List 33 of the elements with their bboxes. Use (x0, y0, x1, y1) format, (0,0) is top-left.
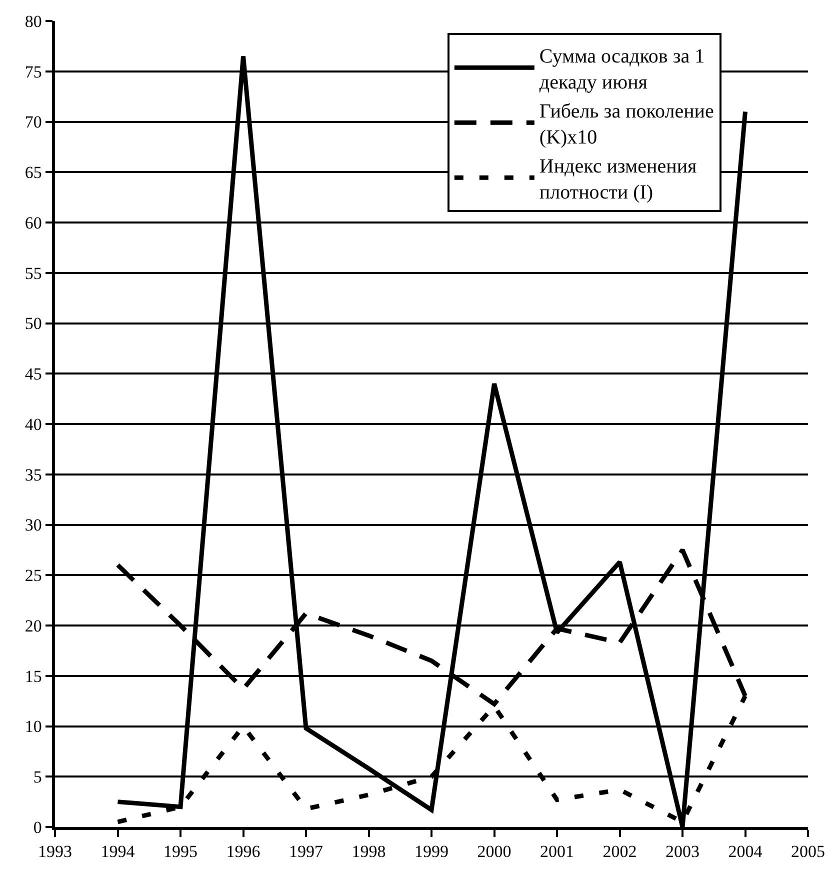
x-tick-label: 1998 (352, 842, 386, 862)
x-tick-label: 1995 (164, 842, 198, 862)
x-tick-label: 2004 (728, 842, 763, 862)
x-tick-label: 2001 (540, 842, 574, 862)
y-tick-label: 80 (24, 12, 42, 31)
x-tick-label: 2000 (477, 842, 512, 862)
y-tick-label: 30 (24, 516, 42, 535)
x-tick-label: 2005 (791, 842, 825, 862)
y-tick-label: 75 (24, 62, 42, 82)
x-tick-label: 1997 (289, 842, 324, 862)
y-tick-label: 15 (24, 666, 42, 686)
y-tick-label: 55 (24, 264, 42, 283)
x-tick-label: 1996 (226, 842, 260, 862)
y-tick-label: 50 (24, 314, 42, 334)
legend-label: Гибель за поколение (K)x10 (539, 100, 714, 148)
y-tick-label: 0 (33, 818, 42, 837)
x-tick-label: 2002 (602, 842, 637, 862)
y-tick-label: 60 (24, 213, 42, 232)
y-tick-label: 35 (24, 465, 42, 484)
y-tick-label: 70 (24, 112, 42, 132)
legend-label: Сумма осадков за 1 декаду июня (539, 45, 705, 94)
x-tick-label: 1994 (100, 842, 136, 862)
y-tick-label: 5 (33, 768, 42, 787)
x-tick-label: 2003 (666, 842, 700, 862)
x-tick-label: 1993 (38, 842, 72, 862)
y-tick-label: 65 (24, 163, 42, 182)
y-tick-label: 25 (24, 566, 42, 586)
y-tick-label: 45 (24, 364, 42, 384)
legend-label: Индекс изменения плотности (I) (539, 155, 697, 204)
y-tick-label: 40 (24, 414, 42, 434)
y-tick-label: 10 (24, 717, 42, 736)
x-tick-label: 1999 (414, 842, 448, 862)
y-tick-label: 20 (24, 616, 42, 636)
